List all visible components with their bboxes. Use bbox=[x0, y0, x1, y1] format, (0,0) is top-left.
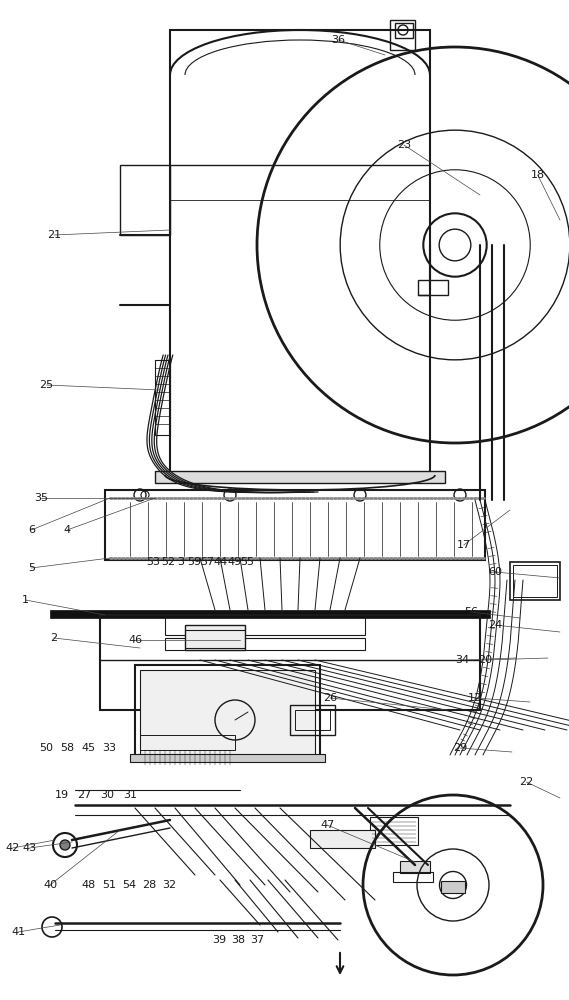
Bar bbox=[290, 705, 335, 735]
Text: 26: 26 bbox=[323, 693, 337, 703]
Bar bbox=[120, 165, 170, 235]
Text: 31: 31 bbox=[123, 790, 137, 800]
Text: 38: 38 bbox=[231, 935, 245, 945]
Bar bbox=[165, 638, 365, 650]
Text: 51: 51 bbox=[102, 880, 116, 890]
Text: 56: 56 bbox=[464, 607, 478, 617]
Bar bbox=[105, 490, 485, 560]
Text: 25: 25 bbox=[40, 380, 53, 390]
Bar bbox=[400, 861, 430, 873]
Text: 47: 47 bbox=[320, 820, 335, 830]
Text: 28: 28 bbox=[142, 880, 156, 890]
Text: 46: 46 bbox=[129, 635, 142, 645]
Text: 37: 37 bbox=[250, 935, 264, 945]
Text: 44: 44 bbox=[213, 557, 228, 567]
Bar bbox=[395, 23, 413, 38]
Bar bbox=[393, 872, 433, 882]
Text: 3: 3 bbox=[178, 557, 184, 567]
Text: 22: 22 bbox=[519, 777, 534, 787]
Bar bbox=[100, 615, 480, 710]
Text: 59: 59 bbox=[188, 557, 201, 567]
Text: 41: 41 bbox=[11, 927, 25, 937]
Text: 55: 55 bbox=[241, 557, 254, 567]
Text: 12: 12 bbox=[468, 693, 482, 703]
Text: 42: 42 bbox=[5, 843, 20, 853]
Bar bbox=[155, 471, 445, 483]
Bar bbox=[310, 830, 375, 848]
Bar bbox=[165, 615, 365, 635]
Bar bbox=[130, 754, 325, 762]
Bar bbox=[513, 565, 557, 597]
Text: 30: 30 bbox=[100, 790, 114, 800]
Text: 40: 40 bbox=[43, 880, 57, 890]
Text: 24: 24 bbox=[488, 620, 502, 630]
Text: 50: 50 bbox=[40, 743, 53, 753]
Text: 52: 52 bbox=[161, 557, 175, 567]
Text: 23: 23 bbox=[397, 140, 411, 150]
Text: 2: 2 bbox=[51, 633, 57, 643]
Text: 32: 32 bbox=[163, 880, 176, 890]
Text: 39: 39 bbox=[212, 935, 226, 945]
Text: 43: 43 bbox=[23, 843, 36, 853]
Text: 57: 57 bbox=[201, 557, 215, 567]
Bar bbox=[510, 562, 560, 600]
Circle shape bbox=[60, 840, 70, 850]
Text: 1: 1 bbox=[22, 595, 29, 605]
Text: 19: 19 bbox=[55, 790, 68, 800]
Bar bbox=[155, 360, 170, 435]
Bar bbox=[170, 30, 430, 475]
Bar bbox=[50, 610, 490, 618]
Text: 4: 4 bbox=[64, 525, 71, 535]
Text: 20: 20 bbox=[478, 655, 492, 665]
Bar bbox=[140, 735, 235, 750]
Text: 21: 21 bbox=[47, 230, 61, 240]
Text: 33: 33 bbox=[102, 743, 116, 753]
Bar bbox=[390, 20, 415, 50]
Bar bbox=[140, 670, 315, 755]
Text: 48: 48 bbox=[81, 880, 96, 890]
Text: 34: 34 bbox=[455, 655, 469, 665]
Text: 36: 36 bbox=[332, 35, 345, 45]
Text: 6: 6 bbox=[28, 525, 35, 535]
Text: 45: 45 bbox=[81, 743, 95, 753]
Text: 18: 18 bbox=[531, 170, 545, 180]
Text: 17: 17 bbox=[457, 540, 471, 550]
Text: 60: 60 bbox=[488, 567, 502, 577]
Bar bbox=[185, 625, 245, 650]
Text: 58: 58 bbox=[60, 743, 74, 753]
Bar bbox=[370, 817, 418, 845]
Bar bbox=[441, 881, 465, 893]
Text: 54: 54 bbox=[123, 880, 137, 890]
Bar bbox=[135, 665, 320, 760]
Text: 5: 5 bbox=[28, 563, 35, 573]
Text: 35: 35 bbox=[34, 493, 48, 503]
Text: 27: 27 bbox=[77, 790, 92, 800]
Text: 53: 53 bbox=[147, 557, 160, 567]
Text: 49: 49 bbox=[227, 557, 242, 567]
Bar bbox=[418, 280, 448, 295]
Text: 29: 29 bbox=[452, 743, 467, 753]
Bar bbox=[295, 710, 330, 730]
